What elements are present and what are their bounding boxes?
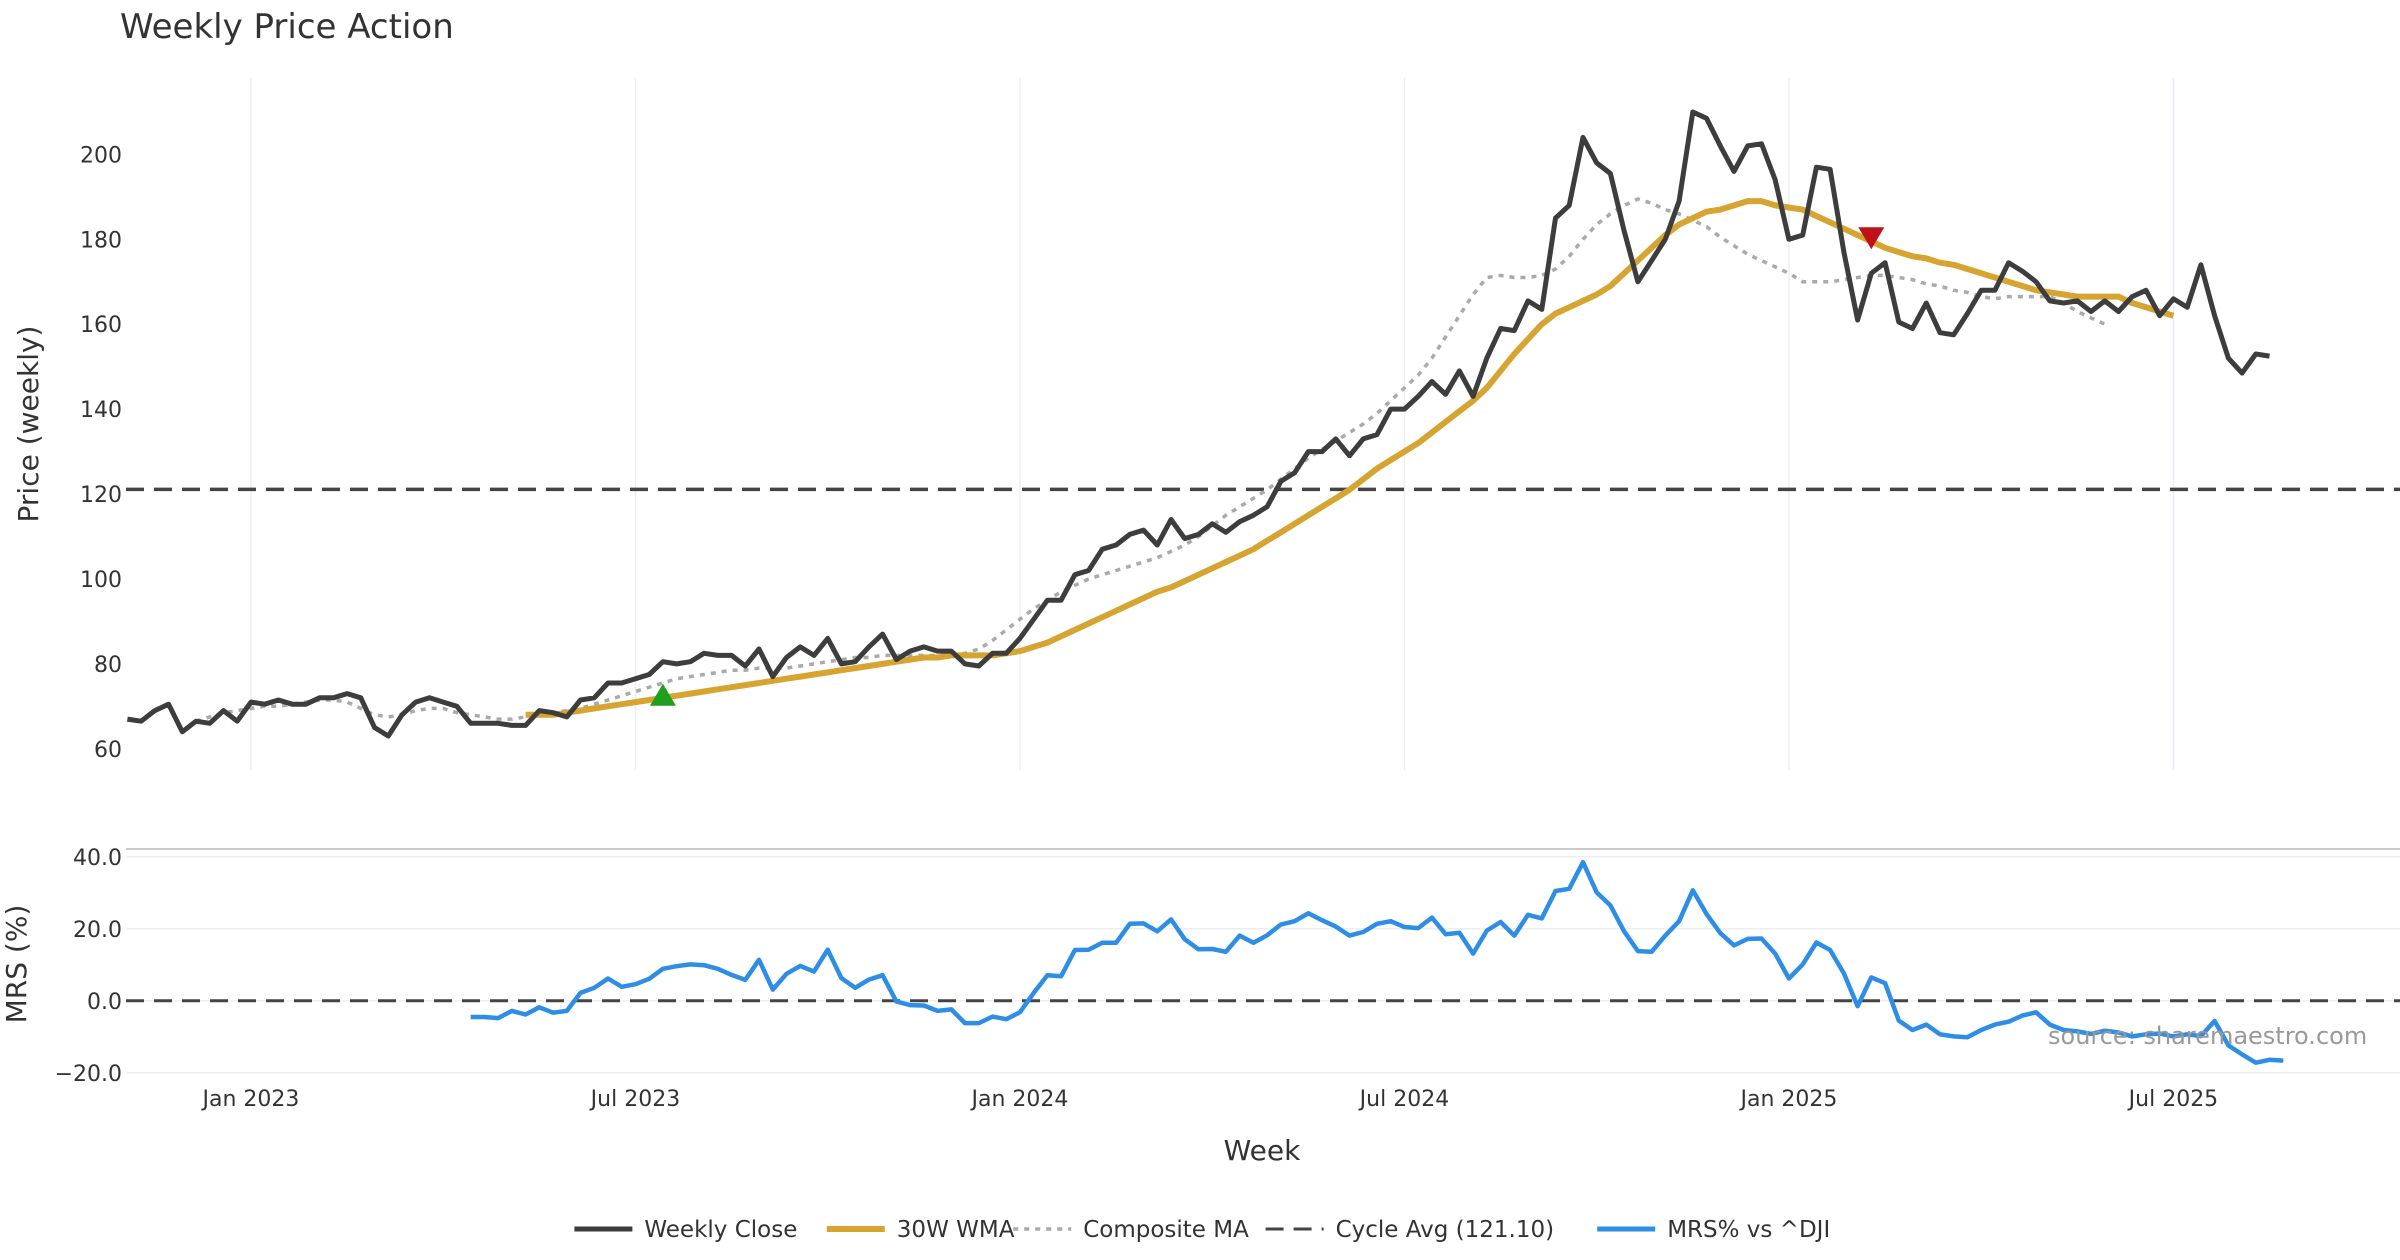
- price-tick-label: 160: [80, 313, 122, 338]
- legend-label: Weekly Close: [644, 1217, 797, 1243]
- x-tick-label: Jul 2023: [589, 1087, 681, 1112]
- x-tick-label: Jan 2024: [969, 1087, 1068, 1112]
- price-axis-title: Price (weekly): [12, 326, 45, 523]
- x-tick-label: Jul 2025: [2127, 1087, 2219, 1112]
- x-tick-label: Jan 2023: [201, 1087, 300, 1112]
- legend-wma-30w: 30W WMA: [826, 1217, 1015, 1243]
- mrs-tick-label: −20.0: [55, 1062, 122, 1087]
- x-axis-title: Week: [1224, 1134, 1301, 1167]
- mrs-panel: [126, 859, 2400, 1065]
- buy-signal-marker: [649, 683, 676, 706]
- axis-ticks: Jan 2023 Jul 2023 Jan 2024 Jul 2024 Jan 2025…: [55, 143, 2219, 1112]
- price-series: [127, 109, 2270, 739]
- mrs-tick-label: 0.0: [87, 990, 122, 1015]
- legend-mrs: MRS% vs ^DJI: [1597, 1217, 1830, 1243]
- price-tick-label: 180: [80, 228, 122, 253]
- price-tick-label: 80: [94, 653, 122, 678]
- legend: Weekly Close 30W WMA Composite MA Cycle Avg…: [574, 1217, 1830, 1243]
- legend-label: MRS% vs ^DJI: [1667, 1217, 1830, 1243]
- composite-ma-line: [195, 197, 2106, 723]
- legend-label: Cycle Avg (121.10): [1336, 1217, 1555, 1243]
- price-tick-label: 140: [80, 398, 122, 423]
- wma-30w-line: [525, 198, 2175, 718]
- legend-cycle-average: Cycle Avg (121.10): [1265, 1217, 1555, 1243]
- mrs-axis-title: MRS (%): [0, 905, 33, 1024]
- x-tick-label: Jan 2025: [1738, 1087, 1837, 1112]
- price-tick-label: 120: [80, 483, 122, 508]
- mrs-line: [470, 859, 2284, 1065]
- legend-label: Composite MA: [1083, 1217, 1249, 1243]
- x-tick-label: Jul 2024: [1358, 1087, 1450, 1112]
- sell-signal-marker: [1858, 227, 1885, 250]
- legend-weekly-close: Weekly Close: [574, 1217, 797, 1243]
- price-tick-label: 200: [80, 143, 122, 168]
- price-tick-label: 100: [80, 568, 122, 593]
- weekly-close-line: [127, 109, 2270, 739]
- mrs-tick-label: 40.0: [73, 846, 122, 871]
- source-watermark: source: sharemaestro.com: [2048, 1022, 2367, 1050]
- price-tick-label: 60: [94, 738, 122, 763]
- grid-layer: [126, 78, 2400, 1074]
- mrs-tick-label: 20.0: [73, 918, 122, 943]
- legend-composite-ma: Composite MA: [1013, 1217, 1249, 1243]
- legend-label: 30W WMA: [897, 1217, 1015, 1243]
- chart-title: Weekly Price Action: [120, 7, 454, 47]
